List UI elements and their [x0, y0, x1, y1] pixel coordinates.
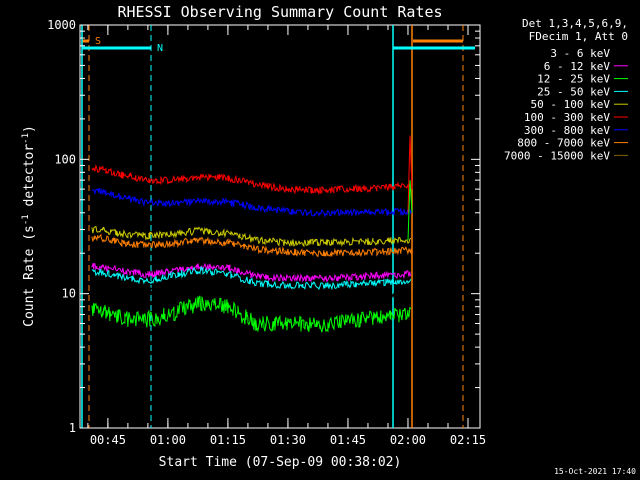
- legend-label-0: 3 - 6 keV: [550, 47, 610, 60]
- generated-timestamp: 15-Oct-2021 17:40: [554, 467, 636, 476]
- legend-label-7: 800 - 7000 keV: [517, 137, 610, 150]
- legend-label-6: 300 - 800 keV: [524, 124, 610, 137]
- y-tick-label: 10: [62, 287, 76, 301]
- y-tick-label: 1000: [47, 18, 76, 32]
- x-tick-label: 01:45: [330, 433, 366, 447]
- x-tick-label: 02:00: [390, 433, 426, 447]
- legend-header-line-2: FDecim 1, Att 0: [529, 30, 628, 43]
- legend-label-5: 100 - 300 keV: [524, 111, 610, 124]
- night-marker-label: N: [157, 43, 163, 54]
- series-layer: [91, 135, 413, 333]
- y-axis-ticks: 1 10 100 1000: [47, 18, 480, 435]
- legend-label-3: 25 - 50 keV: [537, 85, 610, 98]
- chart-title: RHESSI Observing Summary Count Rates: [117, 3, 442, 21]
- flare-spike: [407, 135, 413, 213]
- saa-marker-label: S: [95, 36, 101, 47]
- legend-label-2: 12 - 25 keV: [537, 73, 610, 86]
- y-axis-label-part-3: ): [22, 125, 37, 133]
- series-line-2: [91, 295, 412, 333]
- y-axis-label-part-1: Count Rate (s: [22, 225, 37, 327]
- legend-label-1: 6 - 12 keV: [544, 60, 611, 73]
- y-axis-label-exponent-2: -1: [21, 133, 31, 144]
- x-axis-ticks: 00:45 01:00 01:15 01:30 01:45 02:00 02:15: [87, 25, 486, 447]
- series-line-1: [91, 262, 412, 283]
- series-line-0: [91, 274, 412, 302]
- legend-header-line-1: Det 1,3,4,5,6,9,: [522, 17, 628, 30]
- y-axis-label: Count Rate (s-1 detector-1): [21, 125, 37, 327]
- series-line-7: [91, 233, 412, 258]
- series-line-3: [91, 266, 412, 291]
- series-line-6: [91, 187, 412, 218]
- x-tick-label: 00:45: [90, 433, 126, 447]
- legend-label-8: 7000 - 15000 keV: [504, 149, 610, 162]
- annotation-layer: SN: [81, 25, 475, 428]
- x-tick-label: 01:30: [270, 433, 306, 447]
- y-axis-label-part-2: detector: [22, 144, 37, 215]
- y-axis-label-exponent-1: -1: [21, 214, 31, 225]
- flare-spike: [407, 180, 413, 241]
- legend: Det 1,3,4,5,6,9, FDecim 1, Att 0 3 - 6 k…: [504, 17, 628, 162]
- x-tick-label: 01:00: [150, 433, 186, 447]
- x-tick-label: 01:15: [210, 433, 246, 447]
- y-tick-label: 100: [54, 152, 76, 166]
- y-tick-label: 1: [69, 421, 76, 435]
- x-axis-label: Start Time (07-Sep-09 00:38:02): [159, 455, 402, 470]
- legend-label-4: 50 - 100 keV: [531, 98, 611, 111]
- plot-frame: [79, 24, 481, 429]
- series-line-4: [91, 225, 412, 248]
- series-line-5: [91, 163, 412, 196]
- x-tick-label: 02:15: [450, 433, 486, 447]
